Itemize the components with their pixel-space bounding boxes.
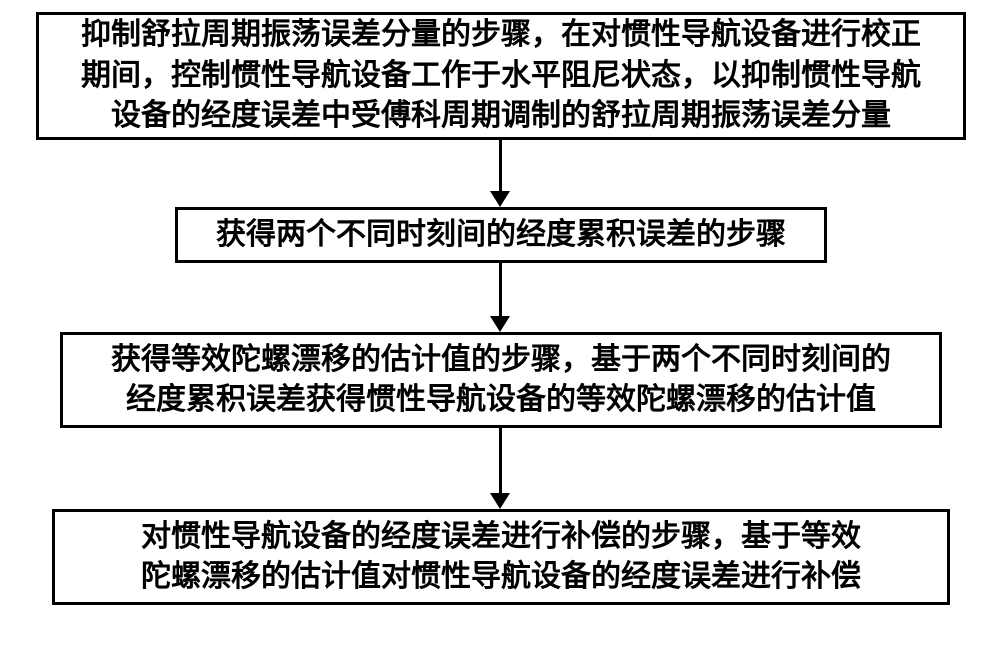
node-text-line: 获得等效陀螺漂移的估计值的步骤，基于两个不同时刻间的 [111,340,891,381]
flow-arrow [0,140,1000,207]
node-text-line: 获得两个不同时刻间的经度累积误差的步骤 [216,215,786,256]
flow-node-gyro-drift-estimate: 获得等效陀螺漂移的估计值的步骤，基于两个不同时刻间的 经度累积误差获得惯性导航设… [60,332,942,428]
node-text-line: 期间，控制惯性导航设备工作于水平阻尼状态，以抑制惯性导航 [81,56,921,97]
arrow-shaft [499,263,502,316]
node-text-line: 设备的经度误差中受傅科周期调制的舒拉周期振荡误差分量 [111,96,891,137]
arrow-head-icon [490,191,510,207]
arrow-head-icon [490,493,510,509]
flow-arrow [0,428,1000,509]
flow-node-accum-error: 获得两个不同时刻间的经度累积误差的步骤 [175,207,827,263]
arrow-shaft [499,428,502,493]
node-text-line: 陀螺漂移的估计值对惯性导航设备的经度误差进行补偿 [141,557,861,598]
arrow-shaft [499,140,502,191]
node-text-line: 对惯性导航设备的经度误差进行补偿的步骤，基于等效 [141,517,861,558]
flow-arrow [0,263,1000,332]
flowchart-canvas: 抑制舒拉周期振荡误差分量的步骤，在对惯性导航设备进行校正 期间，控制惯性导航设备… [0,0,1000,649]
flow-node-suppress-shura: 抑制舒拉周期振荡误差分量的步骤，在对惯性导航设备进行校正 期间，控制惯性导航设备… [36,12,966,140]
node-text-line: 抑制舒拉周期振荡误差分量的步骤，在对惯性导航设备进行校正 [81,15,921,56]
arrow-head-icon [490,316,510,332]
flow-node-compensate-error: 对惯性导航设备的经度误差进行补偿的步骤，基于等效 陀螺漂移的估计值对惯性导航设备… [52,509,950,605]
node-text-line: 经度累积误差获得惯性导航设备的等效陀螺漂移的估计值 [126,380,876,421]
